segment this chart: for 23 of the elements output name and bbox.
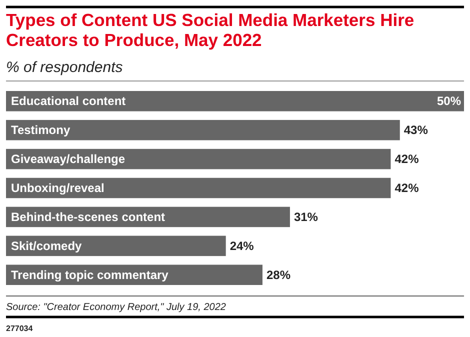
data-label: 28%	[266, 268, 291, 282]
bar	[6, 91, 464, 112]
bar	[6, 236, 226, 256]
data-label: 42%	[394, 152, 420, 166]
data-label: 42%	[394, 181, 420, 195]
source-note: Source: "Creator Economy Report," July 19, 2022	[6, 302, 226, 313]
bar	[6, 148, 391, 170]
y-tick-label: Unboxing/reveal	[11, 181, 104, 195]
data-label: 24%	[230, 238, 254, 253]
y-tick-label: Testimony	[11, 123, 70, 138]
text: 277034	[6, 324, 34, 333]
y-tick-label: Trending topic commentary	[11, 268, 169, 282]
bar	[6, 120, 400, 140]
bar	[6, 178, 391, 198]
y-tick-label: Behind-the-scenes content	[11, 210, 166, 224]
chart-title: Types of Content US Social Media Marketers Hire Creators to Produce, May 2022	[6, 10, 414, 50]
data-label: 50%	[436, 94, 462, 108]
data-label: 43%	[404, 123, 428, 138]
y-tick-label: Educational content	[11, 94, 126, 108]
data-label: 31%	[294, 210, 318, 224]
chart-subtitle: % of respondents	[6, 59, 124, 76]
y-tick-label: Giveaway/challenge	[11, 152, 126, 166]
y-tick-label: Skit/comedy	[11, 238, 82, 253]
